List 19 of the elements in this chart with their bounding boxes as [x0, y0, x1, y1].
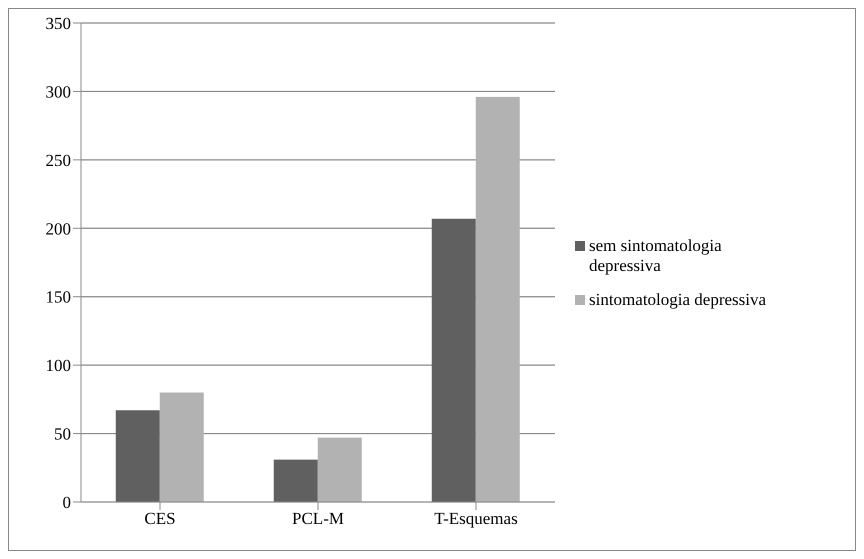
y-tick-label: 350: [46, 14, 71, 34]
bar: [116, 410, 160, 502]
y-tick-label: 50: [54, 424, 71, 444]
y-tick-label: 300: [46, 82, 71, 102]
bar: [476, 96, 520, 502]
bar: [432, 218, 476, 502]
legend-label: sem sintomatologia depressiva: [589, 236, 723, 276]
y-tick-label: 150: [46, 288, 71, 307]
x-tick-label: T-Esquemas: [434, 509, 518, 528]
y-tick-label: 250: [46, 150, 71, 170]
bar: [274, 460, 318, 502]
y-tick-label: 100: [46, 356, 71, 376]
bar: [160, 392, 204, 502]
x-tick-label: CES: [144, 509, 176, 528]
x-tick-label: PCL-M: [292, 509, 344, 528]
y-tick-label: 200: [46, 219, 71, 238]
y-tick-label: 0: [62, 493, 71, 512]
bar: [318, 438, 362, 502]
legend-label: sintomatologia depressiva: [589, 290, 766, 310]
